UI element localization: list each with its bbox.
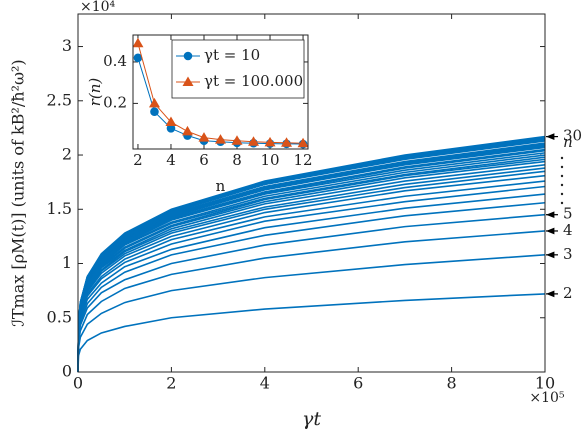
x-multiplier: ×10⁵	[529, 390, 565, 406]
y-tick-label: 0	[62, 362, 72, 381]
curve	[77, 135, 546, 373]
x-tick-label: 4	[260, 374, 270, 393]
x-tick-label: 0	[73, 374, 83, 393]
y-tick-label: 2	[62, 145, 72, 164]
y-tick-label: 3	[62, 36, 72, 55]
marker	[165, 116, 177, 127]
marker	[181, 125, 193, 136]
x-tick-label: 6	[353, 374, 363, 393]
legend-label: γt = 100.000	[204, 72, 303, 90]
marker	[166, 123, 176, 133]
legend-marker	[183, 51, 193, 61]
y-tick-label: 0.5	[47, 307, 72, 326]
curve	[77, 293, 546, 373]
curve-label: 2	[563, 284, 573, 302]
x-tick-label: 2	[133, 151, 143, 169]
x-axis-label: n	[216, 177, 226, 195]
ellipsis-dots	[560, 156, 564, 205]
legend-label: γt = 10	[204, 46, 260, 64]
x-tick-label: 6	[199, 151, 209, 169]
marker	[150, 107, 159, 116]
x-tick-label: 10	[535, 374, 555, 393]
x-tick-label: 8	[232, 151, 242, 169]
axes-box	[77, 13, 546, 373]
legend-box	[171, 39, 305, 99]
marker	[132, 37, 144, 48]
marker	[231, 135, 243, 145]
marker	[133, 53, 143, 63]
curve-label: 3	[563, 245, 573, 263]
x-axis-label: γt	[302, 408, 321, 430]
annotation: n	[563, 133, 573, 151]
y-tick-label: 1	[62, 253, 72, 272]
marker	[215, 134, 226, 144]
y-axis-label: ℐTmax [ρM(t)] (units of kB²/ħ²ω²)	[9, 59, 28, 326]
x-tick-label: 10	[260, 151, 279, 169]
x-tick-label: 12	[294, 151, 313, 169]
x-tick-label: 2	[166, 374, 176, 393]
y-tick-label: 1.5	[47, 199, 72, 218]
marker	[148, 97, 160, 108]
curve-label: 30	[563, 127, 582, 145]
curve	[77, 254, 546, 373]
y-multiplier: ×10⁴	[80, 0, 116, 15]
curve-label: 4	[563, 221, 573, 239]
marker	[248, 136, 260, 146]
y-axis-label: r(n)	[86, 78, 104, 107]
marker	[264, 136, 276, 147]
legend: γt = 10 γt = 100.000	[171, 39, 305, 99]
x-tick-label: 8	[447, 374, 457, 393]
axes-box	[132, 34, 309, 150]
marker	[281, 137, 293, 147]
y-tick-label: 0.2	[103, 93, 127, 111]
marker	[297, 137, 309, 148]
y-tick-label: 0.4	[103, 52, 127, 70]
legend-marker	[182, 76, 194, 86]
curve-label: 5	[563, 205, 573, 223]
y-tick-label: 2.5	[47, 90, 72, 109]
x-tick-label: 4	[166, 151, 176, 169]
marker	[198, 132, 210, 142]
